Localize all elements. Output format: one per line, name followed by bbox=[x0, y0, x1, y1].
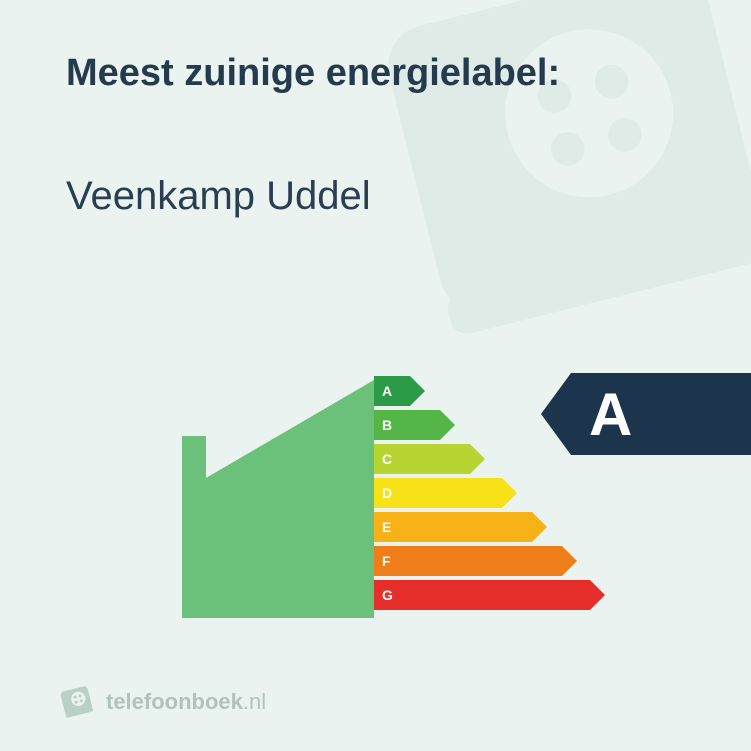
book-icon bbox=[56, 681, 97, 722]
page-title: Meest zuinige energielabel: bbox=[66, 52, 560, 95]
energy-bar-g: G bbox=[374, 580, 590, 614]
location-name: Veenkamp Uddel bbox=[66, 174, 371, 219]
rating-badge: A bbox=[541, 373, 751, 455]
house-icon bbox=[182, 380, 374, 618]
footer-brand-light: .nl bbox=[243, 689, 266, 714]
footer-brand: telefoonboek.nl bbox=[60, 685, 266, 719]
energy-bar-label: F bbox=[382, 553, 391, 569]
energy-bar-label: G bbox=[382, 587, 393, 603]
rating-letter: A bbox=[589, 380, 632, 449]
energy-bar-d: D bbox=[374, 478, 590, 512]
footer-text: telefoonboek.nl bbox=[106, 689, 266, 715]
energy-bar-label: B bbox=[382, 417, 392, 433]
footer-brand-bold: telefoonboek bbox=[106, 689, 243, 714]
energy-bar-label: E bbox=[382, 519, 391, 535]
energy-label-chart: A B C D E F G bbox=[182, 358, 582, 638]
energy-bar-label: A bbox=[382, 383, 392, 399]
energy-bar-e: E bbox=[374, 512, 590, 546]
energy-bar-label: C bbox=[382, 451, 392, 467]
energy-bar-label: D bbox=[382, 485, 392, 501]
energy-bar-f: F bbox=[374, 546, 590, 580]
